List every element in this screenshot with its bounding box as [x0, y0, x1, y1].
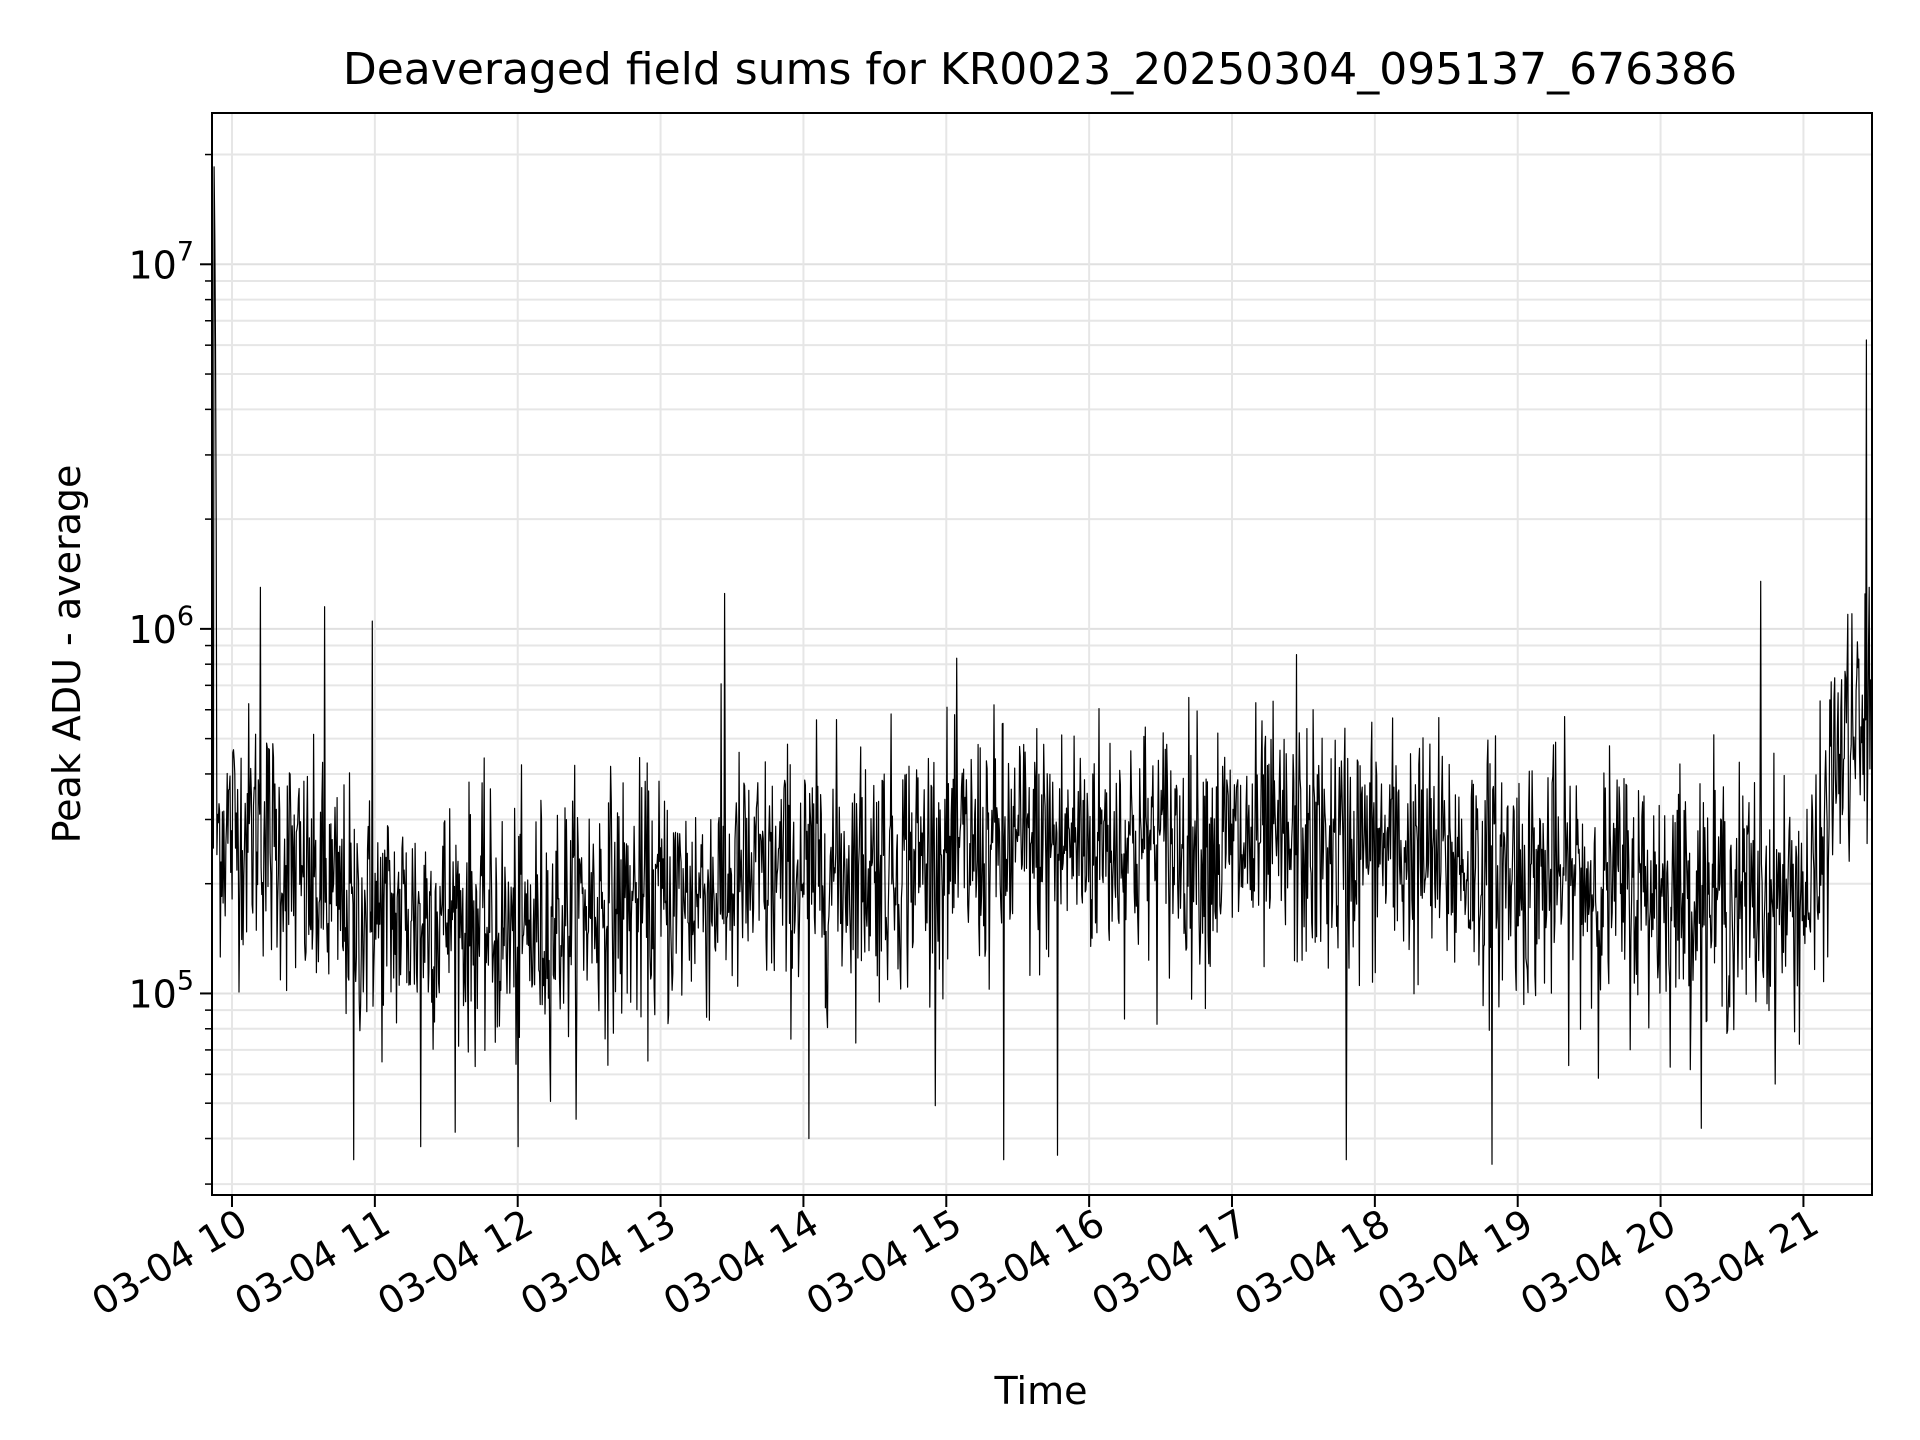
y-tick-label: 107 — [128, 236, 194, 287]
y-axis-label: Peak ADU - average — [45, 465, 89, 844]
series-line — [212, 166, 1872, 1165]
x-axis-label: Time — [994, 1369, 1088, 1413]
y-tick-label: 105 — [128, 965, 194, 1016]
plot-area — [212, 166, 1872, 1165]
chart-title: Deaveraged field sums for KR0023_2025030… — [343, 44, 1737, 95]
grid — [212, 113, 1872, 1195]
axes-frame — [211, 112, 1873, 1196]
y-tick-label: 106 — [128, 601, 194, 652]
